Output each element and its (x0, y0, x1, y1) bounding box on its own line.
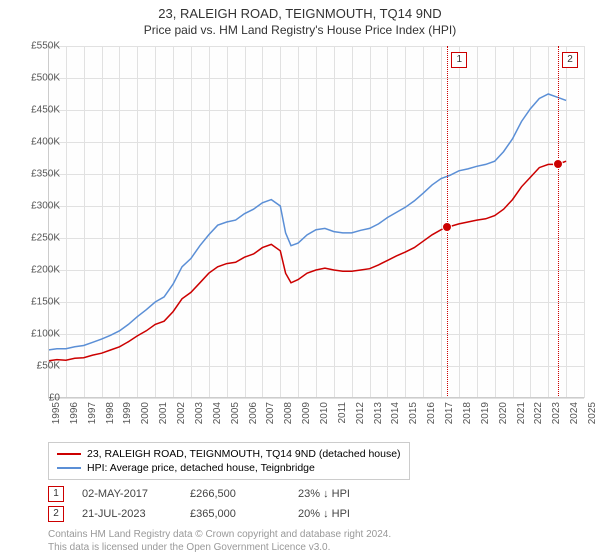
x-tick-label: 2013 (373, 402, 384, 424)
series-line (48, 161, 566, 361)
series-line (48, 94, 566, 350)
x-tick-label: 2014 (390, 402, 401, 424)
y-tick-label: £350K (16, 169, 60, 180)
event-price: £266,500 (190, 488, 280, 500)
x-tick-label: 2011 (337, 402, 348, 424)
y-tick-label: £150K (16, 297, 60, 308)
x-tick-label: 2025 (587, 402, 598, 424)
sale-point-marker (442, 222, 452, 232)
x-tick-label: 1995 (51, 402, 62, 424)
x-tick-label: 2000 (140, 402, 151, 424)
chart-container: 23, RALEIGH ROAD, TEIGNMOUTH, TQ14 9ND P… (0, 0, 600, 560)
event-price: £365,000 (190, 508, 280, 520)
x-tick-label: 2004 (212, 402, 223, 424)
x-tick-label: 2022 (533, 402, 544, 424)
event-row: 1 02-MAY-2017 £266,500 23% ↓ HPI (48, 484, 388, 504)
x-tick-label: 2019 (480, 402, 491, 424)
event-marker-box: 2 (48, 506, 64, 522)
gridline-h (48, 398, 584, 399)
event-date: 21-JUL-2023 (82, 508, 172, 520)
legend-swatch (57, 453, 81, 455)
footer-line-2: This data is licensed under the Open Gov… (48, 541, 391, 554)
x-tick-label: 2008 (283, 402, 294, 424)
footer-attribution: Contains HM Land Registry data © Crown c… (48, 528, 391, 554)
x-tick-label: 1996 (69, 402, 80, 424)
event-date: 02-MAY-2017 (82, 488, 172, 500)
legend-label: HPI: Average price, detached house, Teig… (87, 462, 315, 474)
y-tick-label: £450K (16, 105, 60, 116)
x-tick-label: 2010 (319, 402, 330, 424)
x-tick-label: 1999 (122, 402, 133, 424)
x-tick-label: 2005 (230, 402, 241, 424)
legend-item: 23, RALEIGH ROAD, TEIGNMOUTH, TQ14 9ND (… (57, 447, 401, 461)
chart-title: 23, RALEIGH ROAD, TEIGNMOUTH, TQ14 9ND (0, 0, 600, 21)
x-tick-label: 2020 (498, 402, 509, 424)
event-marker-box: 1 (451, 52, 467, 68)
event-marker-box: 2 (562, 52, 578, 68)
footer-line-1: Contains HM Land Registry data © Crown c… (48, 528, 391, 541)
x-tick-label: 2021 (516, 402, 527, 424)
x-tick-label: 2012 (355, 402, 366, 424)
legend-item: HPI: Average price, detached house, Teig… (57, 461, 401, 475)
x-tick-label: 2017 (444, 402, 455, 424)
events-table: 1 02-MAY-2017 £266,500 23% ↓ HPI 2 21-JUL-202… (48, 484, 388, 524)
x-tick-label: 2003 (194, 402, 205, 424)
x-tick-label: 2002 (176, 402, 187, 424)
plot-area: 12 (48, 46, 584, 398)
y-tick-label: £50K (16, 361, 60, 372)
x-tick-label: 2018 (462, 402, 473, 424)
y-tick-label: £200K (16, 265, 60, 276)
event-vs-hpi: 23% ↓ HPI (298, 488, 388, 500)
y-tick-label: £500K (16, 73, 60, 84)
event-row: 2 21-JUL-2023 £365,000 20% ↓ HPI (48, 504, 388, 524)
chart-subtitle: Price paid vs. HM Land Registry's House … (0, 21, 600, 37)
y-tick-label: £300K (16, 201, 60, 212)
event-vs-hpi: 20% ↓ HPI (298, 508, 388, 520)
x-tick-label: 2007 (265, 402, 276, 424)
y-tick-label: £550K (16, 41, 60, 52)
x-tick-label: 1998 (105, 402, 116, 424)
x-tick-label: 1997 (87, 402, 98, 424)
y-tick-label: £100K (16, 329, 60, 340)
legend-box: 23, RALEIGH ROAD, TEIGNMOUTH, TQ14 9ND (… (48, 442, 410, 480)
event-marker-box: 1 (48, 486, 64, 502)
x-tick-label: 2001 (158, 402, 169, 424)
x-tick-label: 2024 (569, 402, 580, 424)
line-series-svg (48, 46, 584, 398)
x-axis-line (48, 397, 584, 398)
y-tick-label: £250K (16, 233, 60, 244)
legend-swatch (57, 467, 81, 469)
x-tick-label: 2006 (248, 402, 259, 424)
y-axis-line (48, 46, 49, 398)
gridline-v (584, 46, 585, 398)
y-tick-label: £400K (16, 137, 60, 148)
x-tick-label: 2009 (301, 402, 312, 424)
x-tick-label: 2015 (408, 402, 419, 424)
legend-label: 23, RALEIGH ROAD, TEIGNMOUTH, TQ14 9ND (… (87, 448, 401, 460)
x-tick-label: 2023 (551, 402, 562, 424)
sale-point-marker (553, 159, 563, 169)
x-tick-label: 2016 (426, 402, 437, 424)
event-vline (558, 46, 559, 398)
